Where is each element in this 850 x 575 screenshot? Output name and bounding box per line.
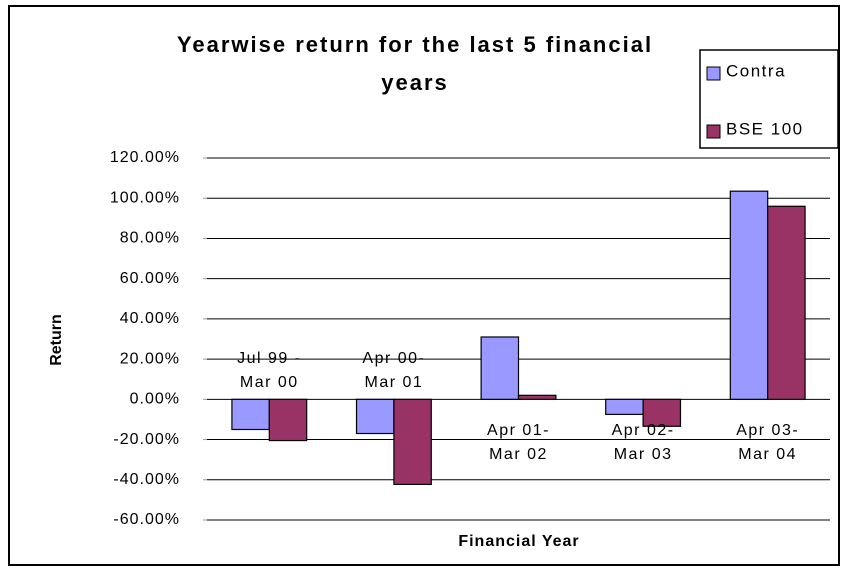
x-tick-label: Apr 01- Mar 02: [487, 422, 550, 464]
bar: [231, 398, 270, 431]
x-tick-label: Jul 99 - Mar 00: [237, 350, 302, 392]
x-tick-label: Apr 02- Mar 03: [611, 422, 675, 464]
bar: [767, 205, 806, 400]
bar: [642, 398, 682, 427]
y-tick-label: 20.00%: [120, 350, 180, 367]
bar: [268, 398, 308, 442]
chart-border: [8, 5, 840, 566]
y-tick-label: 60.00%: [120, 270, 180, 287]
chart-title: Yearwise return for the last 5 financial…: [176, 32, 654, 95]
y-tick-label: -20.00%: [113, 431, 180, 448]
legend-label: Contra: [726, 61, 786, 80]
y-tick-label: 120.00%: [110, 149, 180, 166]
y-tick-label: 40.00%: [120, 310, 180, 327]
bar: [355, 398, 395, 435]
x-axis-title: Financial Year: [458, 533, 579, 550]
y-tick-label: -40.00%: [113, 471, 180, 488]
legend-swatch: [706, 124, 721, 139]
y-tick-label: 100.00%: [110, 189, 180, 206]
legend-box: [699, 49, 839, 149]
y-tick-label: 0.00%: [130, 391, 180, 408]
legend-label: BSE 100: [726, 119, 804, 138]
x-tick-label: Apr 00- Mar 01: [362, 350, 426, 392]
bar: [393, 398, 432, 486]
bar: [729, 190, 769, 400]
bar: [517, 394, 557, 400]
bar: [480, 336, 520, 400]
bar: [605, 398, 644, 416]
legend-swatch: [706, 66, 721, 81]
y-tick-label: -60.00%: [113, 511, 180, 528]
y-axis-title: Return: [48, 314, 65, 366]
x-tick-label: Apr 03- Mar 04: [736, 422, 800, 464]
y-tick-label: 80.00%: [120, 230, 180, 247]
